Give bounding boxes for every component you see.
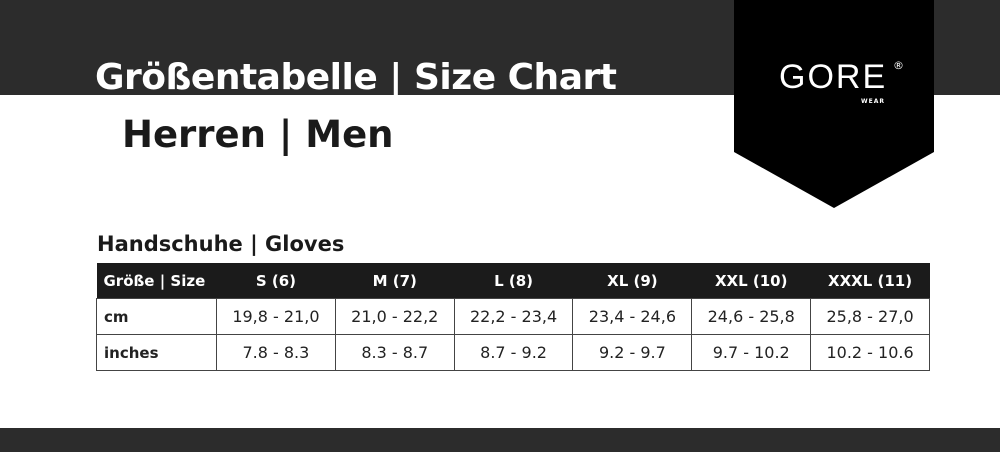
row-label: cm — [96, 298, 217, 335]
logo-wear: WEAR — [861, 98, 885, 105]
table-row: cm 19,8 - 21,0 21,0 - 22,2 22,2 - 23,4 2… — [96, 298, 930, 335]
section-title: Handschuhe | Gloves — [97, 232, 345, 256]
table-cell: 21,0 - 22,2 — [334, 298, 455, 335]
gore-logo: GORE — [779, 58, 888, 96]
header-cell: XXL (10) — [691, 263, 811, 299]
table-cell: 22,2 - 23,4 — [453, 298, 574, 335]
table-header-row: Größe | Size S (6) M (7) L (8) XL (9) XX… — [96, 263, 930, 299]
table-cell: 10.2 - 10.6 — [810, 334, 930, 371]
header-cell: XXXL (11) — [810, 263, 930, 299]
bottom-band — [0, 428, 1000, 452]
logo-shield — [734, 0, 934, 208]
page-title: Größentabelle | Size Chart — [95, 57, 617, 98]
table-cell: 25,8 - 27,0 — [810, 298, 930, 335]
table-row: inches 7.8 - 8.3 8.3 - 8.7 8.7 - 9.2 9.2… — [96, 334, 930, 371]
header-cell: M (7) — [335, 263, 455, 299]
table-cell: 9.2 - 9.7 — [572, 334, 693, 371]
header-cell: XL (9) — [572, 263, 692, 299]
table-cell: 8.7 - 9.2 — [453, 334, 574, 371]
table-cell: 8.3 - 8.7 — [334, 334, 455, 371]
table-cell: 23,4 - 24,6 — [572, 298, 693, 335]
header-cell: S (6) — [216, 263, 336, 299]
registered-mark: ® — [893, 59, 904, 72]
table-cell: 7.8 - 8.3 — [216, 334, 336, 371]
size-table: Größe | Size S (6) M (7) L (8) XL (9) XX… — [96, 263, 930, 371]
table-cell: 9.7 - 10.2 — [691, 334, 812, 371]
header-cell: L (8) — [454, 263, 573, 299]
header-cell: Größe | Size — [96, 263, 217, 299]
table-cell: 24,6 - 25,8 — [691, 298, 812, 335]
page-subtitle: Herren | Men — [122, 113, 394, 156]
row-label: inches — [96, 334, 217, 371]
table-cell: 19,8 - 21,0 — [216, 298, 336, 335]
